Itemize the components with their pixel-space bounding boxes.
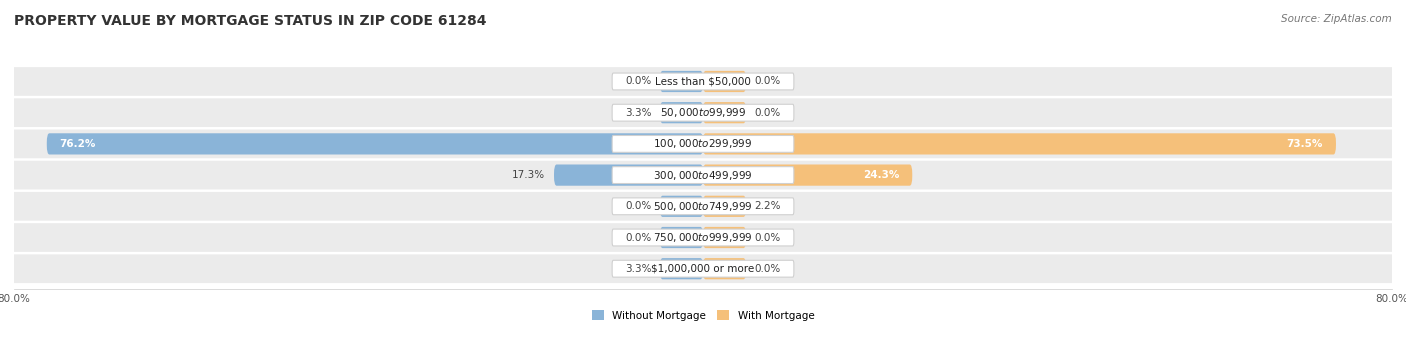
Text: $100,000 to $299,999: $100,000 to $299,999 (654, 137, 752, 150)
FancyBboxPatch shape (703, 165, 912, 186)
FancyBboxPatch shape (703, 196, 747, 217)
Text: 0.0%: 0.0% (755, 233, 780, 242)
Text: 0.0%: 0.0% (755, 108, 780, 118)
Text: 2.2%: 2.2% (755, 201, 782, 211)
Text: 0.0%: 0.0% (626, 76, 651, 86)
Legend: Without Mortgage, With Mortgage: Without Mortgage, With Mortgage (588, 306, 818, 325)
Text: 0.0%: 0.0% (755, 264, 780, 274)
Text: 0.0%: 0.0% (755, 76, 780, 86)
Text: $500,000 to $749,999: $500,000 to $749,999 (654, 200, 752, 213)
Text: $50,000 to $99,999: $50,000 to $99,999 (659, 106, 747, 119)
FancyBboxPatch shape (703, 133, 1336, 154)
FancyBboxPatch shape (659, 196, 703, 217)
FancyBboxPatch shape (703, 258, 747, 279)
FancyBboxPatch shape (659, 227, 703, 248)
Text: Source: ZipAtlas.com: Source: ZipAtlas.com (1281, 14, 1392, 23)
Text: $1,000,000 or more: $1,000,000 or more (651, 264, 755, 274)
Text: 3.3%: 3.3% (624, 264, 651, 274)
FancyBboxPatch shape (554, 165, 703, 186)
Text: $300,000 to $499,999: $300,000 to $499,999 (654, 169, 752, 182)
FancyBboxPatch shape (10, 223, 1396, 252)
FancyBboxPatch shape (659, 71, 703, 92)
FancyBboxPatch shape (703, 102, 747, 123)
Text: 0.0%: 0.0% (626, 201, 651, 211)
FancyBboxPatch shape (10, 161, 1396, 189)
FancyBboxPatch shape (612, 229, 794, 246)
FancyBboxPatch shape (612, 73, 794, 90)
FancyBboxPatch shape (703, 227, 747, 248)
FancyBboxPatch shape (612, 198, 794, 215)
Text: Less than $50,000: Less than $50,000 (655, 76, 751, 86)
Text: $750,000 to $999,999: $750,000 to $999,999 (654, 231, 752, 244)
Text: 76.2%: 76.2% (59, 139, 96, 149)
Text: 3.3%: 3.3% (624, 108, 651, 118)
FancyBboxPatch shape (612, 104, 794, 121)
FancyBboxPatch shape (612, 167, 794, 184)
Text: 24.3%: 24.3% (863, 170, 900, 180)
FancyBboxPatch shape (659, 102, 703, 123)
FancyBboxPatch shape (10, 192, 1396, 221)
Text: 0.0%: 0.0% (626, 233, 651, 242)
FancyBboxPatch shape (10, 130, 1396, 158)
FancyBboxPatch shape (10, 67, 1396, 96)
FancyBboxPatch shape (612, 260, 794, 277)
Text: 73.5%: 73.5% (1286, 139, 1323, 149)
FancyBboxPatch shape (703, 71, 747, 92)
FancyBboxPatch shape (46, 133, 703, 154)
Text: PROPERTY VALUE BY MORTGAGE STATUS IN ZIP CODE 61284: PROPERTY VALUE BY MORTGAGE STATUS IN ZIP… (14, 14, 486, 28)
FancyBboxPatch shape (10, 254, 1396, 283)
Text: 17.3%: 17.3% (512, 170, 546, 180)
FancyBboxPatch shape (10, 98, 1396, 127)
FancyBboxPatch shape (612, 135, 794, 152)
FancyBboxPatch shape (659, 258, 703, 279)
